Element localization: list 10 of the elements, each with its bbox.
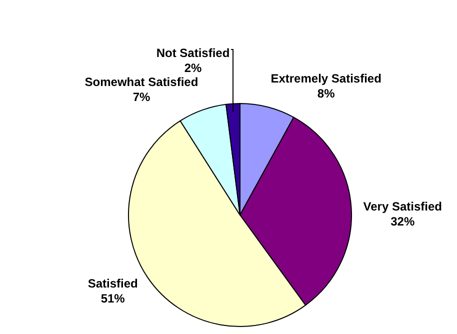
slice-label: Somewhat Satisfied xyxy=(84,75,198,90)
data-label: 51% xyxy=(100,292,126,306)
slice-label: Very Satisfied xyxy=(363,200,442,214)
slice-label: Satisfied xyxy=(88,276,138,291)
slice-label: Not Satisfied xyxy=(156,46,230,60)
data-label: 2% xyxy=(184,60,202,75)
slice-label: Extremely Satisfied xyxy=(270,72,382,86)
data-label: 8% xyxy=(317,86,336,101)
data-label: 7% xyxy=(132,90,150,104)
data-label: 32% xyxy=(390,214,415,229)
